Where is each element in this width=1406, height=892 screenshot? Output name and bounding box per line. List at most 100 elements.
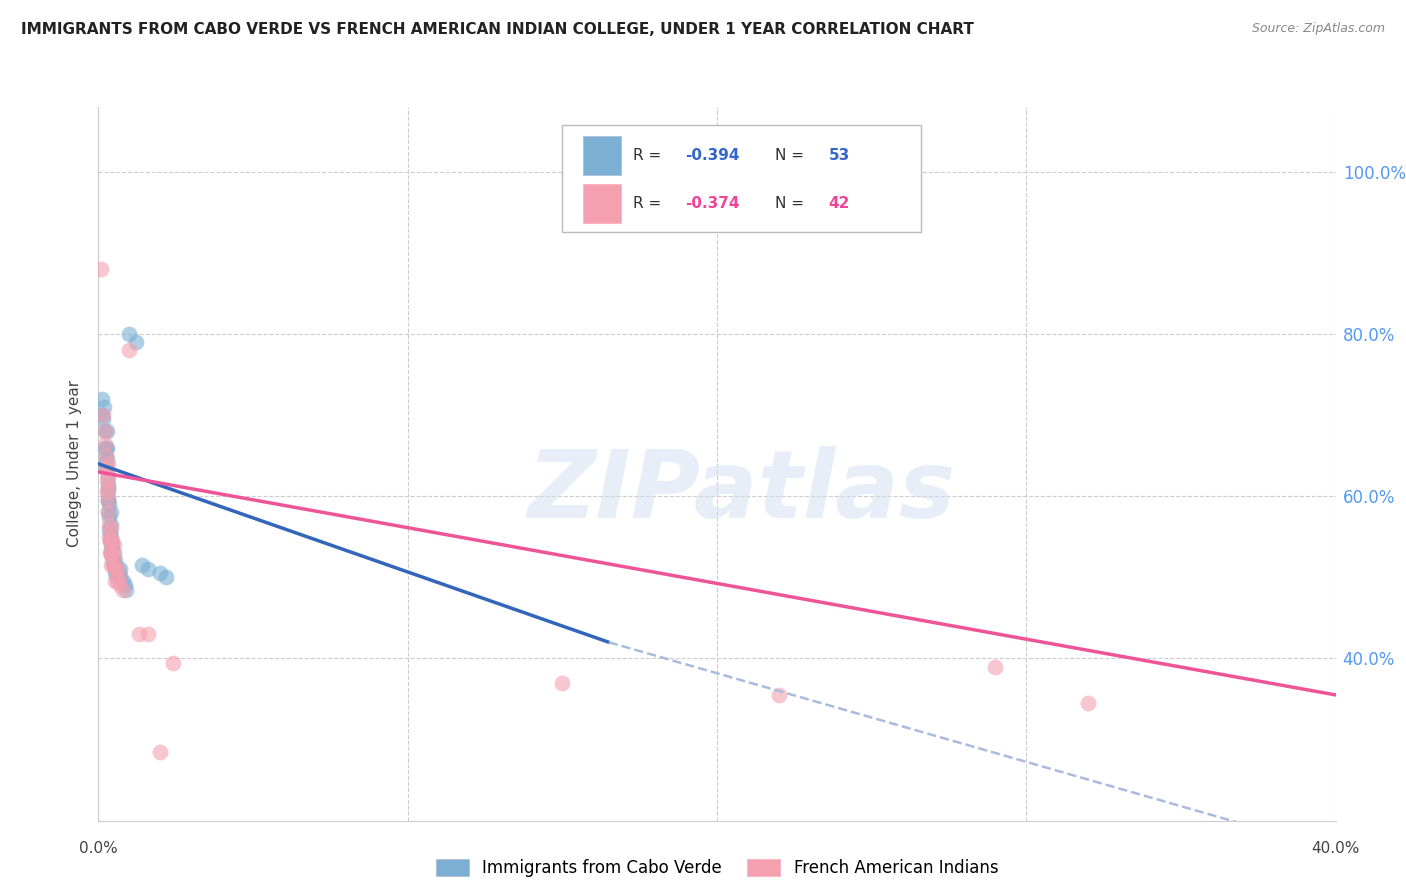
Point [91, 392, 114, 406]
FancyBboxPatch shape [583, 184, 620, 223]
FancyBboxPatch shape [562, 125, 921, 232]
Point [103, 558, 125, 573]
Point [96, 452, 118, 467]
Point [90, 408, 112, 422]
Point [107, 566, 129, 581]
Point [96, 441, 118, 455]
Text: R =: R = [633, 148, 666, 163]
Text: 42: 42 [828, 196, 849, 211]
Point [103, 558, 125, 573]
Point [103, 538, 125, 552]
Point [96, 485, 118, 500]
Point [100, 506, 122, 520]
Point [90, 262, 112, 277]
Point [98, 533, 121, 548]
Point [96, 441, 118, 455]
Legend: Immigrants from Cabo Verde, French American Indians: Immigrants from Cabo Verde, French Ameri… [429, 852, 1005, 884]
Point [105, 562, 128, 576]
Text: -0.394: -0.394 [685, 148, 740, 163]
Point [96, 449, 118, 463]
Point [96, 473, 118, 487]
FancyBboxPatch shape [583, 136, 620, 175]
Point [112, 574, 135, 589]
Point [104, 574, 127, 589]
Point [101, 546, 124, 560]
Point [107, 570, 129, 584]
Point [100, 517, 122, 532]
Point [136, 627, 159, 641]
Point [100, 530, 122, 544]
Point [124, 335, 146, 350]
Point [98, 546, 121, 560]
Point [108, 562, 131, 576]
Text: 0.0%: 0.0% [79, 841, 118, 856]
Point [104, 554, 127, 568]
Point [105, 574, 128, 589]
Point [118, 343, 141, 358]
Point [118, 327, 141, 342]
Point [98, 509, 121, 524]
Text: 40.0%: 40.0% [1312, 841, 1360, 856]
Point [101, 550, 124, 565]
Point [97, 506, 120, 520]
Point [93, 425, 115, 439]
Point [149, 566, 172, 581]
Point [108, 578, 131, 592]
Point [103, 550, 125, 565]
Y-axis label: College, Under 1 year: College, Under 1 year [67, 380, 83, 548]
Point [100, 558, 122, 573]
Text: ZIPatlas: ZIPatlas [527, 446, 956, 539]
Point [551, 675, 574, 690]
Point [984, 659, 1007, 673]
Point [103, 554, 125, 568]
Point [105, 570, 128, 584]
Point [97, 477, 120, 491]
Point [98, 522, 121, 536]
Point [96, 461, 118, 475]
Point [98, 517, 121, 532]
Point [97, 493, 120, 508]
Text: 53: 53 [828, 148, 849, 163]
Point [98, 530, 121, 544]
Point [162, 656, 184, 670]
Point [100, 541, 122, 556]
Point [100, 546, 122, 560]
Point [108, 570, 131, 584]
Point [128, 627, 150, 641]
Point [105, 562, 128, 576]
Point [98, 533, 121, 548]
Point [97, 469, 120, 483]
Point [98, 525, 121, 540]
Point [104, 562, 127, 576]
Point [97, 493, 120, 508]
Point [131, 558, 153, 573]
Point [103, 546, 125, 560]
Point [94, 457, 117, 471]
Point [97, 481, 120, 495]
Point [101, 538, 124, 552]
Point [104, 562, 127, 576]
Point [91, 412, 114, 426]
Point [93, 425, 115, 439]
Point [97, 481, 120, 495]
Point [115, 582, 138, 597]
Point [112, 582, 135, 597]
Text: N =: N = [775, 148, 808, 163]
Text: -0.374: -0.374 [685, 196, 740, 211]
Point [97, 493, 120, 508]
Point [114, 578, 136, 592]
Text: N =: N = [775, 196, 808, 211]
Point [97, 469, 120, 483]
Point [1077, 696, 1099, 710]
Text: R =: R = [633, 196, 666, 211]
Point [91, 408, 114, 422]
Point [104, 566, 127, 581]
Point [93, 441, 115, 455]
Point [149, 745, 172, 759]
Point [97, 457, 120, 471]
Text: Source: ZipAtlas.com: Source: ZipAtlas.com [1251, 22, 1385, 36]
Point [97, 485, 120, 500]
Point [136, 562, 159, 576]
Point [93, 400, 115, 414]
Point [97, 506, 120, 520]
